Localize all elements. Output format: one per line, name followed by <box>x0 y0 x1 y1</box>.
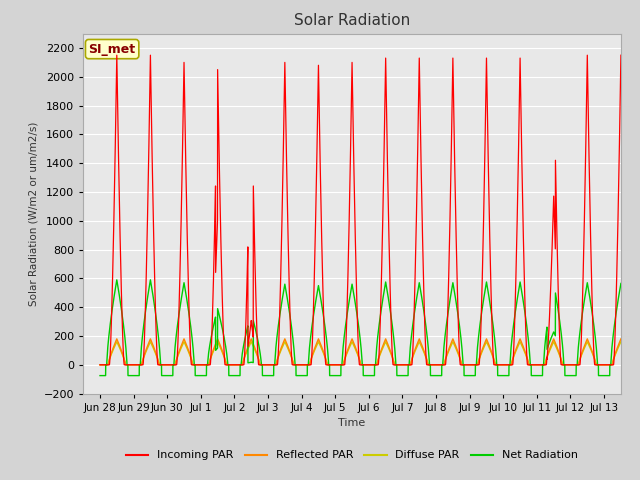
X-axis label: Time: Time <box>339 418 365 428</box>
Legend: Incoming PAR, Reflected PAR, Diffuse PAR, Net Radiation: Incoming PAR, Reflected PAR, Diffuse PAR… <box>122 446 582 465</box>
Y-axis label: Solar Radiation (W/m2 or um/m2/s): Solar Radiation (W/m2 or um/m2/s) <box>28 121 38 306</box>
Title: Solar Radiation: Solar Radiation <box>294 13 410 28</box>
Text: SI_met: SI_met <box>88 43 136 56</box>
